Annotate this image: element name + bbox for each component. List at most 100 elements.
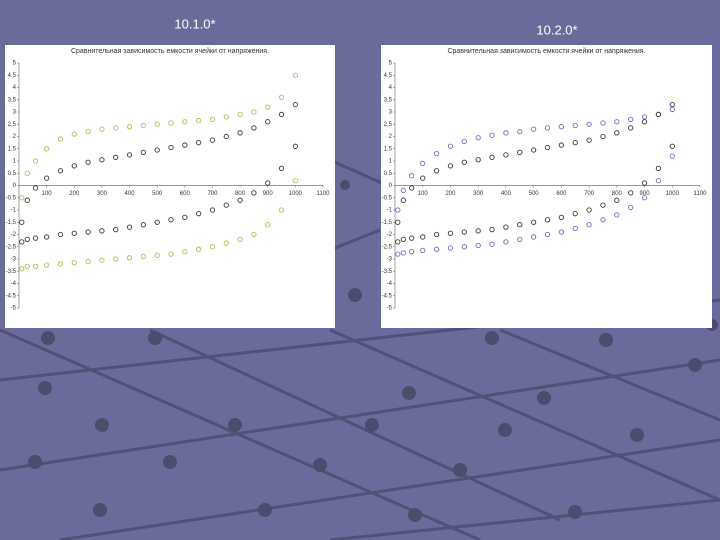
y-tick-label: 2.5: [8, 122, 17, 128]
point: [614, 130, 620, 136]
point: [71, 163, 77, 169]
point: [600, 120, 606, 126]
y-tick-label: 0: [13, 183, 17, 189]
y-tick-label: -0.5: [6, 195, 17, 201]
point: [628, 204, 634, 211]
chart-area: [381, 45, 712, 328]
point: [292, 143, 299, 149]
point: [408, 235, 415, 241]
point: [558, 229, 565, 235]
point: [251, 125, 257, 131]
point: [265, 222, 271, 228]
x-tick-label: 700: [207, 191, 218, 197]
point: [140, 122, 147, 129]
point: [447, 143, 454, 149]
point: [586, 137, 592, 143]
point: [43, 146, 50, 152]
point: [57, 136, 64, 142]
point: [182, 142, 188, 148]
y-tick-label: -4.5: [382, 293, 393, 299]
point: [503, 224, 509, 230]
y-tick-label: -0.5: [382, 195, 393, 201]
point: [461, 138, 467, 145]
point: [19, 195, 25, 201]
point: [544, 125, 551, 131]
point: [641, 180, 648, 186]
y-tick-label: -1: [387, 208, 393, 214]
x-tick-label: 200: [445, 191, 456, 197]
point: [168, 120, 174, 126]
point: [461, 159, 467, 165]
y-tick-label: 5: [389, 61, 393, 67]
floor-grid: [0, 158, 720, 540]
point: [641, 195, 648, 201]
point: [517, 149, 523, 156]
point: [517, 128, 523, 135]
point: [126, 124, 133, 130]
point: [408, 248, 415, 255]
point: [600, 133, 606, 140]
point: [558, 142, 565, 148]
point: [223, 114, 229, 120]
point: [614, 197, 620, 203]
point: [530, 126, 537, 132]
point: [420, 247, 426, 254]
point: [433, 168, 440, 174]
point: [182, 214, 188, 221]
chart-title: Сравнительная зависимость емкости ячейки…: [71, 47, 269, 55]
point: [292, 177, 299, 184]
point: [99, 157, 105, 163]
y-tick-label: 4: [389, 85, 393, 91]
point: [461, 244, 467, 250]
point: [628, 190, 634, 196]
y-tick-label: 0: [389, 183, 393, 189]
chart: Сравнительная зависимость емкости ячейки…: [5, 45, 335, 328]
point: [32, 263, 39, 269]
point: [99, 257, 105, 263]
point: [113, 154, 119, 160]
point: [85, 258, 91, 265]
point: [572, 139, 578, 146]
point: [113, 226, 119, 233]
point: [475, 135, 481, 141]
point: [489, 132, 495, 138]
point: [154, 147, 160, 153]
point: [544, 144, 551, 151]
point: [195, 139, 202, 146]
x-tick-label: 300: [97, 191, 108, 197]
y-tick-label: -1: [11, 208, 17, 214]
point: [43, 234, 50, 240]
point: [278, 111, 285, 118]
y-tick-label: -2: [387, 232, 393, 238]
point: [447, 163, 454, 169]
y-tick-label: -2.5: [6, 244, 17, 250]
y-tick-label: 2.5: [384, 122, 393, 128]
y-tick-label: -1.5: [382, 220, 393, 226]
point: [558, 124, 565, 130]
x-tick-label: 500: [152, 191, 163, 197]
point: [126, 224, 133, 230]
chart: Сравнительная зависимость емкости ячейки…: [381, 45, 712, 328]
point: [24, 197, 30, 203]
point: [140, 253, 147, 260]
chart-area: [5, 45, 335, 328]
point: [669, 153, 675, 159]
point: [71, 131, 77, 137]
slide-label: 10.2.0*: [536, 22, 577, 37]
x-tick-label: 900: [263, 191, 274, 197]
point: [408, 185, 415, 191]
point: [154, 252, 160, 258]
point: [433, 150, 440, 157]
point: [408, 173, 415, 179]
point: [43, 262, 50, 268]
x-tick-label: 900: [640, 191, 651, 197]
point: [292, 102, 299, 108]
y-tick-label: -5: [387, 306, 393, 312]
point: [278, 94, 285, 100]
point: [209, 244, 216, 250]
point: [237, 197, 243, 203]
y-tick-label: 4.5: [384, 73, 393, 79]
point: [614, 119, 620, 125]
x-tick-label: 1000: [666, 191, 680, 197]
point: [57, 261, 64, 267]
